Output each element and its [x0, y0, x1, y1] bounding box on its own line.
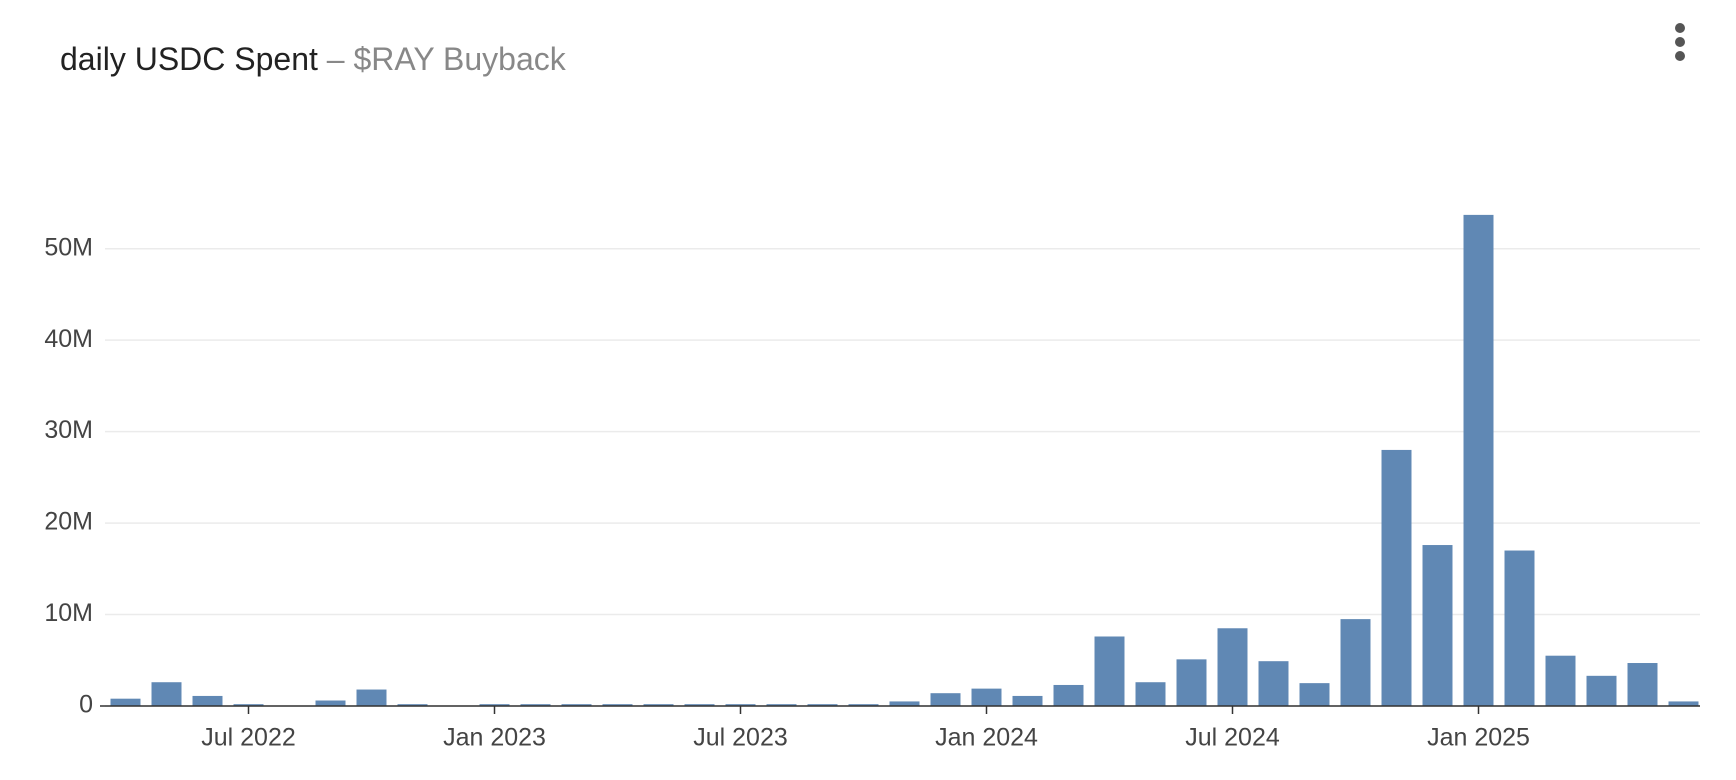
bar — [1258, 661, 1289, 706]
bar — [192, 695, 223, 706]
dot[interactable] — [1675, 23, 1685, 33]
y-tick-label: 20M — [44, 508, 93, 536]
bar — [684, 704, 715, 706]
dot[interactable] — [1675, 37, 1685, 47]
bar — [971, 688, 1002, 706]
bar — [520, 704, 551, 706]
chart-title: daily USDC Spent – $RAY Buyback — [60, 41, 567, 77]
bar — [151, 682, 182, 706]
bar — [561, 704, 592, 706]
y-tick-label: 30M — [44, 416, 93, 444]
bar — [315, 700, 346, 706]
bar — [602, 704, 633, 706]
bar — [1586, 675, 1617, 706]
x-tick-label: Jan 2023 — [443, 724, 546, 752]
y-tick-label: 50M — [44, 233, 93, 261]
bar — [1299, 683, 1330, 706]
bar — [1545, 655, 1576, 706]
bar — [1053, 684, 1084, 706]
bar — [479, 704, 510, 706]
bar — [889, 701, 920, 706]
y-tick-label: 40M — [44, 325, 93, 353]
bar — [1463, 214, 1494, 706]
bar — [848, 704, 879, 706]
x-tick-label: Jan 2024 — [935, 724, 1038, 752]
title: daily USDC Spent — [60, 41, 318, 77]
menu-icon[interactable] — [1675, 23, 1685, 61]
y-tick-label: 10M — [44, 599, 93, 627]
bar — [110, 698, 141, 706]
bar — [643, 704, 674, 706]
bar — [930, 693, 961, 706]
bar — [397, 704, 428, 706]
bar — [1422, 545, 1453, 706]
bar — [1094, 636, 1125, 706]
bar — [356, 689, 387, 706]
y-tick-label: 0 — [79, 691, 93, 719]
bar — [725, 704, 756, 706]
bar — [1217, 628, 1248, 706]
bar — [1668, 701, 1699, 706]
x-tick-label: Jan 2025 — [1427, 724, 1530, 752]
bar — [233, 704, 264, 706]
x-tick-label: Jul 2023 — [693, 724, 788, 752]
bar — [1381, 449, 1412, 706]
bar — [1340, 619, 1371, 706]
subtitle: – $RAY Buyback — [327, 41, 567, 77]
bar — [1504, 550, 1535, 706]
dot[interactable] — [1675, 51, 1685, 61]
bar — [1627, 663, 1658, 706]
bar — [1012, 695, 1043, 706]
bar — [766, 704, 797, 706]
x-tick-label: Jul 2022 — [201, 724, 296, 752]
bar — [807, 704, 838, 706]
bar — [1135, 682, 1166, 706]
bar — [1176, 659, 1207, 706]
x-tick-label: Jul 2024 — [1185, 724, 1280, 752]
